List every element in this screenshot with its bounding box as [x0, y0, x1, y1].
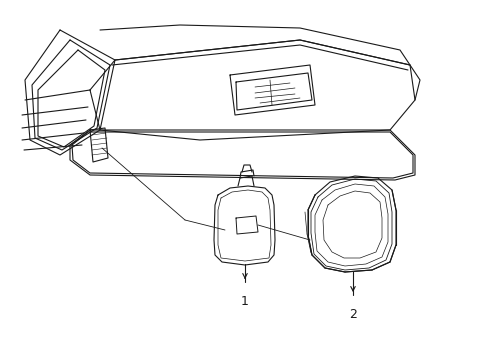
- Text: 1: 1: [241, 295, 249, 308]
- Text: 2: 2: [349, 308, 357, 321]
